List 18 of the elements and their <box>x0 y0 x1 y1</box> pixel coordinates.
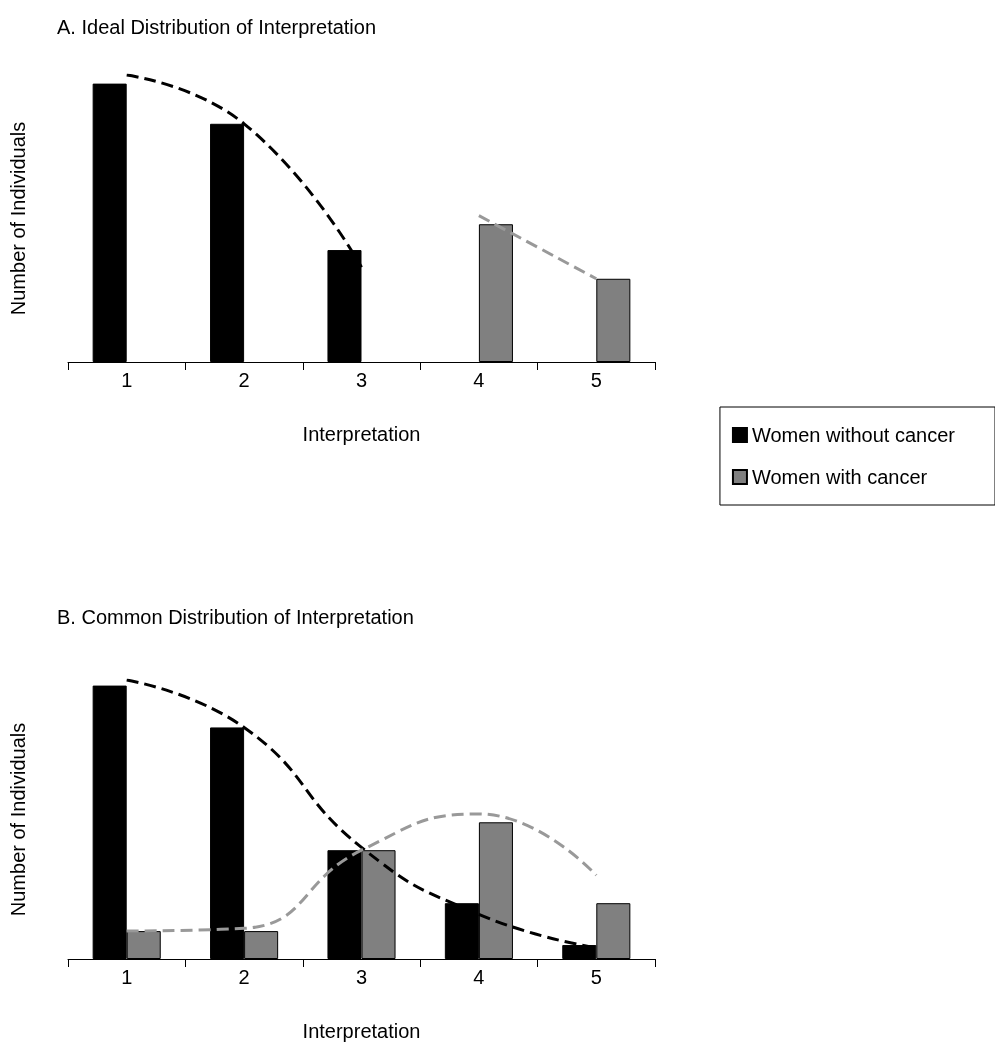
x-tick-label: 4 <box>473 966 485 988</box>
legend-label: Women without cancer <box>751 424 956 446</box>
x-tick-label: 3 <box>355 966 368 988</box>
x-tick-label: 1 <box>121 369 133 391</box>
chart-title: B. Common Distribution of Interpretation <box>57 606 414 628</box>
x-tick-label: 5 <box>590 369 602 391</box>
y-axis-title: Number of Individuals <box>7 121 29 316</box>
x-tick-label: 5 <box>590 966 602 988</box>
x-tick-label: 1 <box>121 966 133 988</box>
y-axis-title: Number of Individuals <box>7 722 29 917</box>
x-tick-label: 2 <box>238 966 250 988</box>
x-tick-label: 4 <box>473 369 485 391</box>
chart-title: A. Ideal Distribution of Interpretation <box>57 16 377 38</box>
legend-label: Women with cancer <box>751 466 928 488</box>
x-tick-label: 3 <box>355 369 368 391</box>
x-axis-title: Interpretation <box>302 1020 421 1042</box>
x-tick-label: 2 <box>238 369 250 391</box>
x-axis-title: Interpretation <box>302 423 421 445</box>
